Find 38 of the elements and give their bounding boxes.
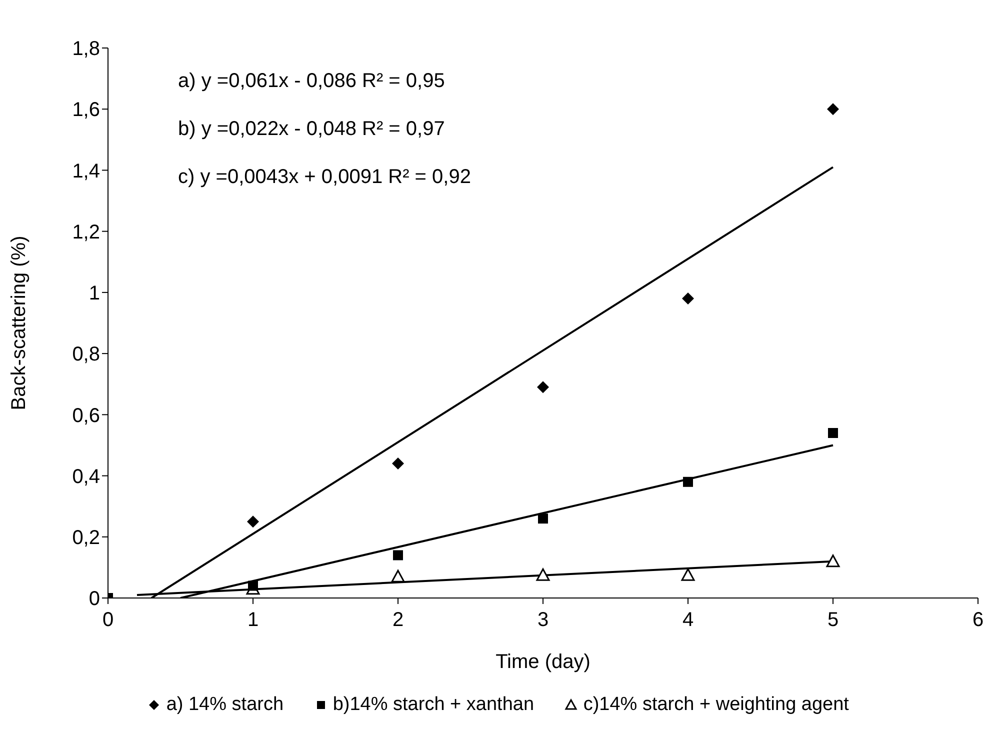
point — [537, 381, 549, 394]
point — [828, 428, 838, 438]
y-tick-label: 0,6 — [72, 404, 100, 427]
y-tick-label: 1,8 — [72, 38, 100, 60]
annotation: b) y =0,022x - 0,048 R² = 0,97 — [178, 118, 445, 141]
point — [682, 292, 694, 305]
point — [536, 568, 550, 581]
point — [247, 516, 259, 528]
legend-label: a) 14% starch — [165, 694, 284, 716]
x-tick-label: 3 — [537, 609, 549, 632]
point — [392, 458, 404, 470]
point — [391, 570, 405, 582]
x-tick-label: 2 — [392, 609, 404, 632]
y-tick-label: 0,8 — [72, 344, 100, 366]
y-tick-label: 1,6 — [72, 99, 100, 122]
annotation: c) y =0,0043x + 0,0091 R² = 0,92 — [178, 166, 471, 189]
legend-label: c)14% starch + weighting agent — [582, 694, 849, 716]
y-tick-label: 0,2 — [72, 526, 100, 549]
y-tick-label: 0,4 — [72, 466, 100, 488]
point — [683, 476, 693, 487]
point — [393, 550, 403, 560]
x-tick-label: 1 — [247, 609, 259, 632]
x-tick-label: 5 — [827, 609, 839, 632]
y-tick-label: 0 — [88, 588, 100, 610]
y-tick-label: 1 — [88, 282, 100, 305]
point — [827, 103, 839, 116]
y-axis-title: Back-scattering (%) — [8, 236, 30, 410]
point — [248, 580, 258, 591]
point — [681, 568, 695, 581]
annotation: a) y =0,061x - 0,086 R² = 0,95 — [178, 70, 445, 93]
point — [826, 554, 840, 568]
x-tick-label: 6 — [972, 609, 984, 632]
point — [538, 514, 548, 524]
legend-label: b)14% starch + xanthan — [332, 694, 534, 716]
y-tick-label: 1,4 — [72, 160, 100, 182]
y-tick-label: 1,2 — [72, 221, 100, 244]
x-axis-title: Time (day) — [496, 651, 590, 673]
x-tick-label: 4 — [682, 609, 694, 632]
